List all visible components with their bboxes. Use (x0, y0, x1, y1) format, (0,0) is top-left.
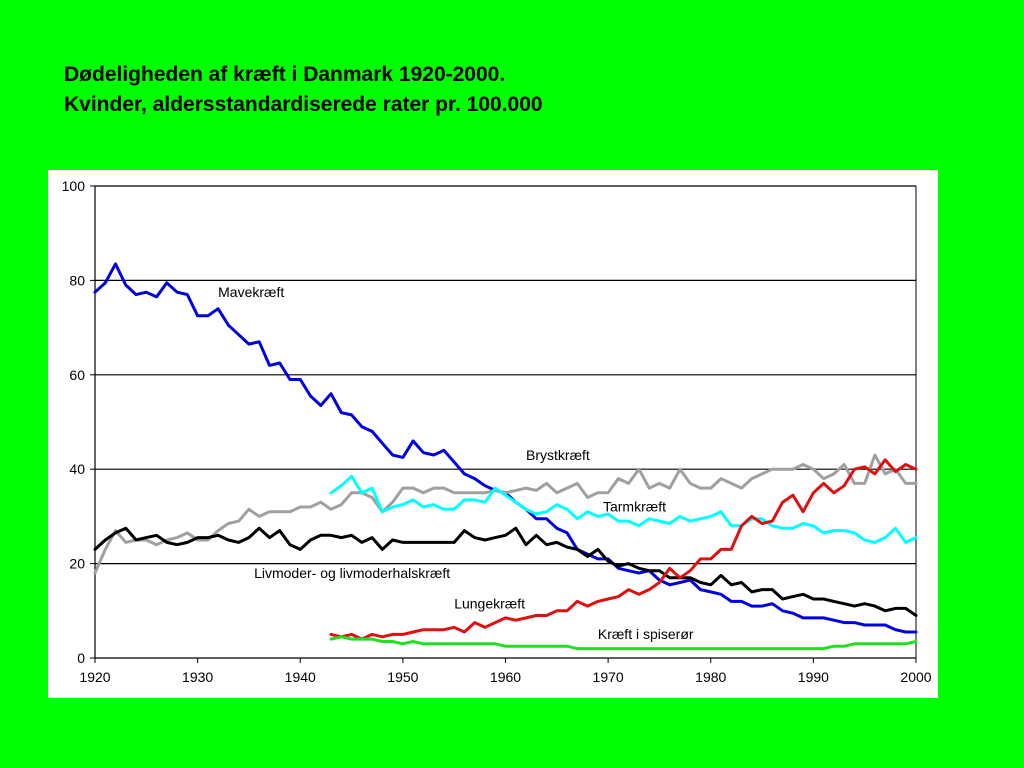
series-line-4 (93, 526, 918, 617)
x-tick-label: 1920 (79, 669, 110, 685)
x-tick-label: 1980 (695, 669, 726, 685)
x-tick-label: 1950 (387, 669, 418, 685)
series-annotation: Mavekræft (218, 284, 284, 300)
y-tick-label: 20 (69, 556, 85, 572)
y-tick-label: 80 (69, 272, 85, 288)
y-tick-label: 0 (77, 650, 85, 666)
series-annotation: Tarmkræft (603, 499, 666, 515)
series-annotation: Livmoder- og livmoderhalskræft (254, 565, 450, 581)
series-annotation: Lungekræft (454, 595, 525, 611)
x-tick-label: 2000 (900, 669, 931, 685)
y-tick-label: 40 (69, 461, 85, 477)
x-tick-label: 1960 (490, 669, 521, 685)
x-tick-label: 1990 (798, 669, 829, 685)
series-line-1 (93, 262, 918, 634)
series-line-6 (329, 635, 918, 651)
chart-area: 0 20 40 60 80 100 1920 1930 1940 1950 1960 1970 1980… (48, 170, 938, 698)
y-tick-label: 100 (62, 178, 86, 194)
line-chart: 0 20 40 60 80 100 1920 1930 1940 1950 1960 1970 1980… (62, 178, 932, 685)
series-annotation: Brystkræft (526, 447, 590, 463)
y-tick-label: 60 (69, 367, 85, 383)
slide-title: Dødeligheden af kræft i Danmark 1920-200… (64, 60, 543, 120)
title-line-1: Dødeligheden af kræft i Danmark 1920-200… (64, 63, 506, 86)
series-line-2 (93, 453, 918, 575)
x-tick-label: 1930 (182, 669, 213, 685)
x-tick-label: 1940 (285, 669, 316, 685)
series-line-3 (329, 474, 918, 544)
title-line-2: Kvinder, aldersstandardiserede rater pr.… (64, 93, 543, 116)
series-annotation: Kræft i spiserør (598, 626, 694, 642)
x-tick-label: 1970 (593, 669, 624, 685)
series-line-5 (329, 458, 918, 641)
